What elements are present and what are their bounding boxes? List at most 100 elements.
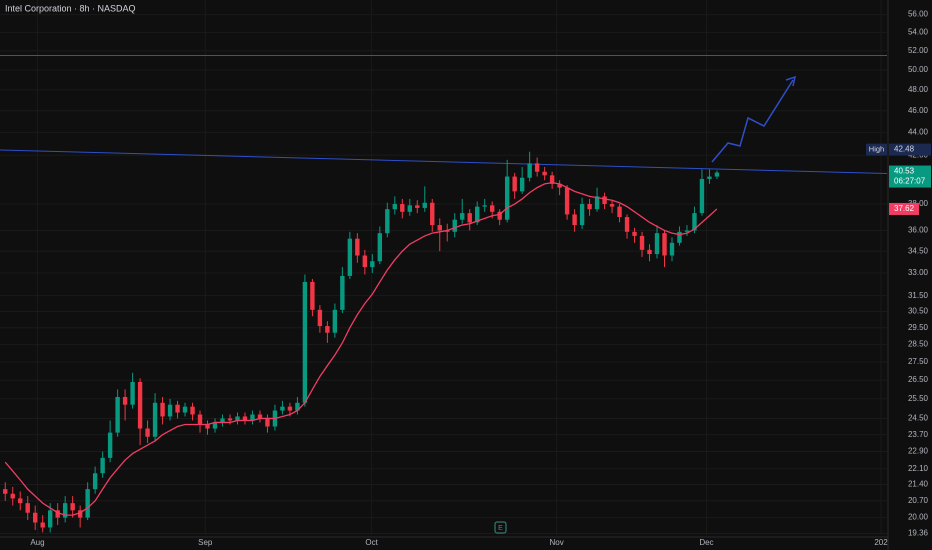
y-tick-label: 26.50 <box>908 375 929 384</box>
candle-body <box>250 414 255 421</box>
candle-body <box>512 176 517 192</box>
candle-body <box>100 457 105 474</box>
ma-tag <box>889 202 919 215</box>
candle-body <box>692 213 697 231</box>
candle-body <box>385 209 390 234</box>
candle-body <box>714 172 720 177</box>
candle-body <box>107 432 113 458</box>
candle-body <box>527 163 532 178</box>
y-tick-label: 50.00 <box>908 65 929 74</box>
candle-body <box>287 406 293 411</box>
x-tick-label: Sep <box>198 538 213 547</box>
candle-body <box>3 489 8 494</box>
candle-body <box>445 230 450 232</box>
y-tick-label: 20.70 <box>908 496 929 505</box>
candle-body <box>684 230 690 232</box>
y-tick-label: 21.40 <box>908 480 929 489</box>
candles <box>3 151 720 533</box>
candle-body <box>18 498 23 504</box>
candle-body <box>624 217 630 232</box>
candle-body <box>662 233 667 256</box>
candle-body <box>377 233 383 262</box>
candle-body <box>340 275 345 310</box>
candle-body <box>400 204 405 212</box>
last-price-text: 40.53 <box>894 167 915 176</box>
candle-body <box>542 171 547 176</box>
candle-body <box>280 406 285 411</box>
candle-body <box>92 473 98 490</box>
y-tick-label: 36.00 <box>908 226 929 235</box>
y-tick-label: 33.00 <box>908 268 929 277</box>
y-tick-label: 22.90 <box>908 447 929 456</box>
candle-body <box>242 416 248 421</box>
high-value-text: 42.48 <box>894 145 915 154</box>
y-tick-label: 54.00 <box>908 27 929 36</box>
candle-body <box>40 522 45 528</box>
candle-body <box>632 231 637 236</box>
candle-body <box>302 281 308 403</box>
ma-tag-text: 37.62 <box>894 204 915 213</box>
candle-body <box>654 233 660 255</box>
last-price-tag <box>889 165 931 188</box>
candle-body <box>422 202 427 208</box>
y-tick-label: 56.00 <box>908 10 929 19</box>
x-tick-label: Nov <box>550 538 564 547</box>
candle-body <box>295 402 300 411</box>
y-tick-label: 48.00 <box>908 85 929 94</box>
axes: 56.0054.0052.0050.0048.0046.0044.0042.00… <box>30 10 928 547</box>
candle-body <box>175 404 180 413</box>
x-tick-label: 202 <box>874 538 888 547</box>
candle-body <box>55 510 60 518</box>
candle-body <box>475 206 480 223</box>
high-tag-text: High <box>869 145 884 154</box>
candle-body <box>190 406 195 415</box>
y-tick-label: 25.50 <box>908 394 929 403</box>
candle-body <box>205 424 210 429</box>
y-tick-label: 29.50 <box>908 323 929 332</box>
countdown-text: 06:27:07 <box>894 177 926 186</box>
candle-body <box>152 402 158 437</box>
candle-body <box>362 255 368 268</box>
candle-body <box>430 202 435 226</box>
candle-body <box>437 225 442 231</box>
y-tick-label: 20.00 <box>908 513 929 522</box>
candle-body <box>355 238 360 256</box>
candle-body <box>639 235 645 250</box>
candle-body <box>677 231 682 243</box>
candle-body <box>257 414 263 419</box>
high-tag <box>866 143 887 156</box>
candle-body <box>167 404 173 417</box>
y-tick-label: 28.50 <box>908 340 929 349</box>
arrow-head <box>785 75 797 87</box>
high-value-tag <box>889 143 931 156</box>
candle-body <box>467 213 472 223</box>
y-tick-label: 46.00 <box>908 106 929 115</box>
earnings-label: E <box>498 525 503 532</box>
x-tick-label: Aug <box>30 538 44 547</box>
x-tick-label: Oct <box>365 538 378 547</box>
candle-body <box>669 242 675 256</box>
chart-title: Intel Corporation · 8h · NASDAQ <box>5 3 136 13</box>
candle-body <box>594 196 600 210</box>
trendline <box>0 149 888 175</box>
candle-body <box>212 422 218 429</box>
moving-average <box>4 182 718 516</box>
x-tick-label: Dec <box>699 538 713 547</box>
candle-body <box>392 204 398 210</box>
candle-body <box>145 428 150 437</box>
projection-arrow <box>711 79 794 163</box>
candle-body <box>10 493 15 499</box>
candle-body <box>534 163 540 172</box>
candle-body <box>220 418 225 423</box>
y-tick-label: 31.50 <box>908 291 929 300</box>
candle-body <box>137 381 143 429</box>
y-tick-label: 19.36 <box>908 529 929 538</box>
candle-body <box>452 219 457 232</box>
candle-body <box>579 204 585 226</box>
candle-body <box>182 406 188 413</box>
candle-body <box>115 397 120 433</box>
